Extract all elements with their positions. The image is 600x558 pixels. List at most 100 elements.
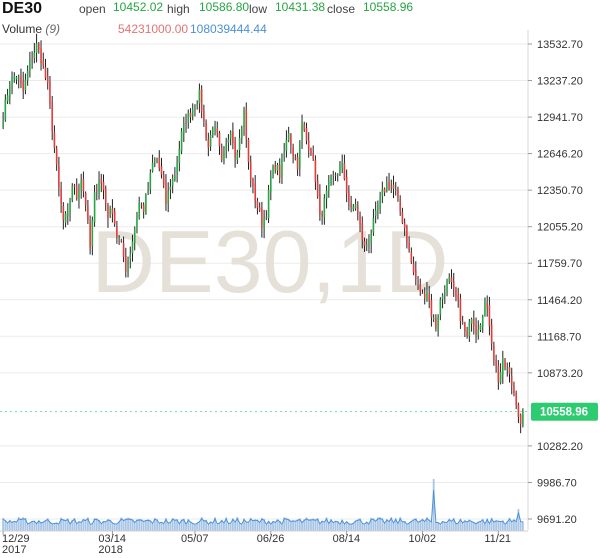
candle-body bbox=[100, 178, 103, 184]
candle-body bbox=[432, 317, 435, 320]
candle-body bbox=[504, 359, 506, 368]
close-label: close bbox=[327, 2, 356, 16]
watermark: DE30,1D bbox=[91, 212, 448, 311]
volume-bar bbox=[488, 523, 491, 531]
volume-bar bbox=[28, 522, 31, 531]
candle-body bbox=[113, 211, 116, 224]
candle-body bbox=[196, 104, 198, 107]
volume-bar bbox=[495, 520, 498, 531]
volume-bar bbox=[102, 520, 105, 531]
volume-bar bbox=[303, 519, 306, 531]
low-label: low bbox=[249, 2, 268, 16]
volume-bar bbox=[133, 522, 136, 531]
volume-bar bbox=[71, 520, 74, 531]
candle-body bbox=[174, 175, 176, 180]
volume-bar bbox=[298, 518, 301, 531]
volume-bar bbox=[316, 518, 319, 531]
candle-body bbox=[299, 141, 301, 168]
candle-body bbox=[394, 189, 397, 192]
candle-body bbox=[301, 122, 303, 140]
candle-body bbox=[238, 138, 241, 151]
candle-body bbox=[205, 122, 207, 139]
volume-bar bbox=[17, 517, 20, 531]
volume-bar bbox=[421, 518, 424, 531]
candle-body bbox=[261, 208, 263, 228]
candle-body bbox=[29, 59, 31, 71]
candle-body bbox=[415, 270, 417, 280]
price-tick-label: 11168.70 bbox=[537, 331, 581, 343]
candle-body bbox=[75, 186, 78, 199]
volume-bar bbox=[455, 523, 457, 531]
volume-bar bbox=[439, 524, 442, 531]
candle-body bbox=[292, 147, 294, 157]
volume-bar bbox=[69, 524, 71, 531]
volume-bar bbox=[57, 524, 60, 531]
volume-bar bbox=[269, 524, 272, 531]
candle-body bbox=[127, 261, 129, 271]
candle-body bbox=[60, 188, 62, 205]
volume-bar bbox=[314, 519, 317, 531]
volume-bar bbox=[363, 524, 366, 531]
price-tick-label: 12350.70 bbox=[537, 185, 583, 197]
volume-bar bbox=[484, 524, 486, 531]
candle-body bbox=[6, 95, 9, 102]
candle-body bbox=[87, 206, 89, 221]
price-tick-label: 12055.20 bbox=[537, 222, 583, 234]
volume-bar bbox=[198, 521, 201, 531]
candle-body bbox=[258, 207, 261, 211]
volume-bar bbox=[481, 518, 484, 531]
candle-body bbox=[263, 217, 265, 229]
volume-bar bbox=[354, 520, 357, 531]
volume-label: Volume bbox=[2, 22, 43, 36]
candle-body bbox=[98, 180, 100, 195]
candle-body bbox=[116, 226, 118, 238]
candle-body bbox=[223, 151, 225, 162]
volume-bar bbox=[345, 521, 348, 531]
candle-body bbox=[303, 124, 306, 131]
volume-bar bbox=[26, 524, 29, 531]
volume-bar bbox=[149, 520, 152, 531]
volume-bar bbox=[334, 520, 337, 531]
candle-body bbox=[35, 43, 38, 53]
candle-body bbox=[189, 112, 192, 118]
candle-body bbox=[379, 197, 381, 209]
volume-bar bbox=[276, 519, 279, 531]
volume-bar bbox=[285, 517, 288, 531]
close-value: 10558.96 bbox=[363, 0, 414, 14]
volume-bar bbox=[91, 523, 94, 531]
volume-bar bbox=[86, 517, 89, 531]
candle-body bbox=[156, 159, 158, 161]
candle-body bbox=[133, 228, 136, 243]
candle-body bbox=[493, 346, 495, 361]
candle-body bbox=[183, 122, 185, 134]
volume-bar bbox=[220, 519, 223, 531]
candle-body bbox=[428, 293, 430, 302]
candle-body bbox=[484, 300, 486, 316]
candle-body bbox=[26, 70, 29, 81]
candle-body bbox=[17, 77, 20, 80]
volume-bar bbox=[62, 519, 65, 531]
volume-bar bbox=[138, 518, 141, 531]
volume-bar bbox=[136, 519, 138, 531]
candle-body bbox=[38, 43, 40, 50]
candle-body bbox=[252, 179, 254, 186]
candle-body bbox=[357, 205, 359, 214]
candle-body bbox=[11, 76, 13, 85]
volume-bar bbox=[428, 519, 431, 531]
candle-body bbox=[111, 208, 114, 214]
candle-body bbox=[444, 292, 446, 295]
candle-body bbox=[506, 367, 509, 370]
volume-bar bbox=[278, 521, 281, 531]
time-tick-year: 2018 bbox=[98, 544, 122, 556]
candle-body bbox=[120, 240, 123, 242]
volume-bar bbox=[234, 521, 237, 531]
candle-body bbox=[167, 191, 169, 204]
volume-bar bbox=[388, 520, 390, 531]
volume-bar bbox=[441, 521, 444, 531]
candle-body bbox=[439, 299, 442, 315]
candle-body bbox=[502, 357, 504, 375]
volume-bar bbox=[107, 519, 109, 531]
volume-bar bbox=[173, 519, 176, 531]
volume-bar bbox=[238, 522, 241, 531]
time-tick-year: 2017 bbox=[2, 544, 26, 556]
